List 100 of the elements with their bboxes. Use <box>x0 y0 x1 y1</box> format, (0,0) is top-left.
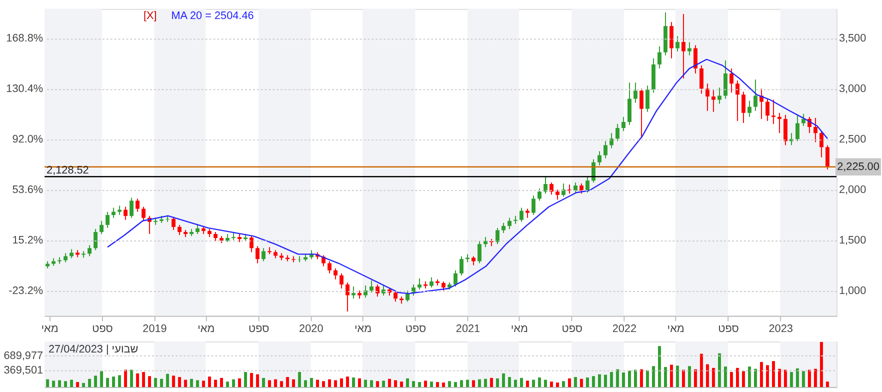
candlestick <box>346 282 350 312</box>
candlestick <box>64 252 68 263</box>
bar <box>748 366 751 388</box>
candlestick <box>484 236 488 248</box>
bar <box>688 366 691 388</box>
bar <box>754 368 757 388</box>
candlestick <box>526 208 530 218</box>
bar <box>442 382 445 388</box>
candlestick <box>598 150 602 166</box>
candlestick <box>538 188 542 202</box>
bar <box>550 382 553 388</box>
bar <box>742 371 745 388</box>
bar <box>250 372 254 388</box>
bar <box>328 379 331 388</box>
bar <box>346 376 349 388</box>
bar <box>112 376 116 388</box>
bar <box>436 382 439 388</box>
bar <box>118 375 122 388</box>
candlestick <box>532 195 536 216</box>
bar <box>430 382 433 388</box>
candlestick <box>735 80 740 122</box>
candlestick <box>706 83 710 112</box>
candlestick <box>550 182 554 196</box>
bar <box>88 378 92 388</box>
bar <box>730 372 733 388</box>
bar <box>574 377 577 388</box>
bar <box>592 376 595 388</box>
bar <box>202 380 206 388</box>
bar <box>148 376 152 388</box>
bar <box>64 381 68 388</box>
candlestick <box>100 220 104 234</box>
y2-tick-label: 1,000 <box>838 284 866 297</box>
x-tick-label: 2023 <box>768 323 793 336</box>
bar <box>208 376 212 388</box>
bar <box>424 380 427 388</box>
candlestick <box>574 182 578 194</box>
x-tick-label: 2021 <box>456 323 480 336</box>
candlestick <box>130 197 134 218</box>
bar <box>670 364 673 388</box>
candlestick <box>616 123 620 142</box>
bar <box>820 342 823 388</box>
bar <box>298 372 302 388</box>
candlestick <box>430 276 434 288</box>
bar <box>544 380 547 388</box>
bar <box>412 381 415 388</box>
candlestick <box>741 91 746 124</box>
candlestick <box>694 44 698 74</box>
x-tick-label: מאי <box>41 323 58 336</box>
bar <box>496 378 499 388</box>
candlestick <box>136 198 140 212</box>
x-tick-label: מאי <box>667 323 684 336</box>
bar <box>784 370 787 388</box>
x-tick-label: מאי <box>198 323 215 336</box>
bar <box>196 380 200 388</box>
annotation: 27/04/2023 | שבועי <box>48 343 138 356</box>
bar <box>508 377 511 388</box>
bar <box>322 381 325 388</box>
bar <box>640 369 643 388</box>
candlestick <box>580 183 584 194</box>
bar <box>772 361 775 388</box>
candlestick <box>496 227 500 245</box>
candlestick <box>610 132 614 149</box>
bar <box>400 382 403 388</box>
bar <box>292 379 296 388</box>
x-tick-label: ספט <box>718 323 739 336</box>
candlestick <box>88 244 92 257</box>
candlestick <box>723 60 728 100</box>
bar <box>766 365 769 388</box>
y-tick-label: 689,977 <box>4 350 44 362</box>
text: MA 20 = 2504.46 <box>171 10 254 22</box>
candlestick <box>646 85 650 112</box>
candlestick <box>753 79 758 112</box>
y2-tick-label: 3,000 <box>838 83 866 96</box>
bar <box>580 378 583 388</box>
candlestick <box>825 144 830 170</box>
bar <box>274 379 278 388</box>
bar <box>352 377 355 388</box>
bar <box>256 374 260 388</box>
candlestick <box>460 256 464 276</box>
bar <box>586 377 589 388</box>
bar <box>136 373 140 388</box>
candlestick <box>682 13 686 80</box>
bar <box>802 371 805 388</box>
candlestick <box>604 140 608 159</box>
bar <box>790 372 793 388</box>
y-tick-label: -23.2% <box>8 285 44 297</box>
candlestick <box>640 88 644 139</box>
bar <box>484 378 487 388</box>
bar <box>490 378 493 388</box>
bar <box>664 367 667 388</box>
y2-tick-label: 3,500 <box>838 32 866 45</box>
bar <box>760 362 763 388</box>
bar <box>304 380 308 388</box>
bar <box>286 377 290 388</box>
candlestick <box>586 176 590 194</box>
bar <box>262 378 266 388</box>
y-tick-label: 168.8% <box>6 32 44 45</box>
candlestick <box>328 260 332 274</box>
x-tick-label: מאי <box>354 323 372 336</box>
candlestick <box>556 189 560 200</box>
